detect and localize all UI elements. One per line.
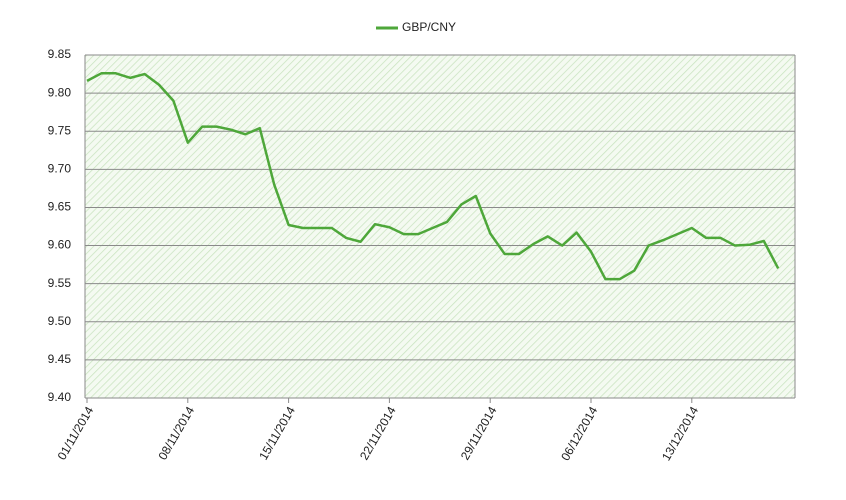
y-tick-label: 9.75: [48, 123, 72, 137]
legend-label: GBP/CNY: [402, 20, 456, 34]
x-tick-label: 15/11/2014: [256, 404, 298, 463]
x-tick-label: 13/12/2014: [659, 404, 701, 463]
x-tick-label: 06/12/2014: [558, 404, 600, 463]
series-line: [86, 72, 780, 281]
y-tick-label: 9.85: [48, 47, 72, 61]
x-tick-label: 01/11/2014: [55, 404, 97, 463]
plot-area: [85, 55, 795, 398]
y-tick-label: 9.40: [48, 390, 72, 404]
y-tick-label: 9.80: [48, 85, 72, 99]
y-tick-label: 9.60: [48, 238, 72, 252]
y-tick-label: 9.70: [48, 162, 72, 176]
x-tick-label: 08/11/2014: [155, 404, 197, 463]
y-tick-label: 9.50: [48, 314, 72, 328]
y-tick-label: 9.55: [48, 276, 72, 290]
x-tick-label: 22/11/2014: [357, 404, 399, 463]
y-tick-label: 9.65: [48, 200, 72, 214]
y-tick-label: 9.45: [48, 352, 72, 366]
x-tick-label: 29/11/2014: [458, 404, 500, 463]
